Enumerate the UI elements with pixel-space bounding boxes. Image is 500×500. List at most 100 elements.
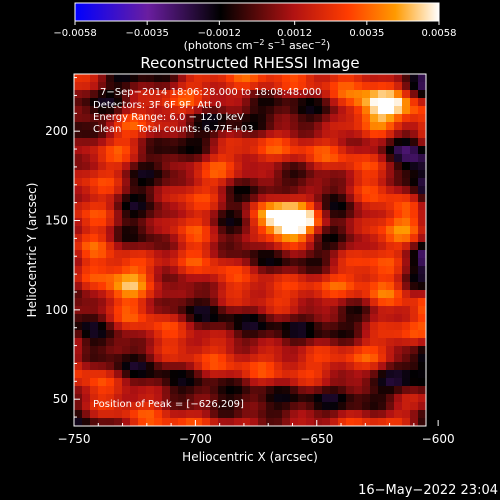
heatmap-pixel (114, 210, 123, 219)
heatmap-pixel (178, 370, 187, 379)
heatmap-pixel (218, 410, 227, 419)
heatmap-pixel (322, 266, 331, 275)
heatmap-pixel (258, 314, 267, 323)
heatmap-pixel (170, 114, 179, 123)
heatmap-pixel (234, 394, 243, 403)
heatmap-pixel (194, 178, 203, 187)
heatmap-pixel (234, 250, 243, 259)
heatmap-pixel (154, 370, 163, 379)
heatmap-pixel (250, 418, 259, 426)
heatmap-pixel (250, 282, 259, 291)
heatmap-pixel (258, 306, 267, 315)
heatmap-pixel (122, 410, 131, 419)
heatmap-pixel (290, 178, 299, 187)
heatmap-pixel (370, 194, 379, 203)
heatmap-pixel (354, 250, 363, 259)
heatmap-pixel (346, 154, 355, 163)
heatmap-pixel (306, 218, 315, 227)
heatmap-pixel (122, 386, 131, 395)
heatmap-pixel (370, 234, 379, 243)
heatmap-pixel (258, 186, 267, 195)
heatmap-pixel (370, 354, 379, 363)
heatmap-pixel (114, 138, 123, 147)
heatmap-pixel (82, 154, 91, 163)
heatmap-pixel (346, 266, 355, 275)
heatmap-pixel (418, 394, 426, 403)
heatmap-pixel (314, 362, 323, 371)
heatmap-pixel (106, 362, 115, 371)
heatmap-pixel (370, 242, 379, 251)
heatmap-pixel (266, 282, 275, 291)
heatmap-pixel (338, 410, 347, 419)
heatmap-pixel (90, 138, 99, 147)
heatmap-pixel (122, 178, 131, 187)
heatmap-pixel (322, 330, 331, 339)
heatmap-pixel (290, 314, 299, 323)
heatmap-pixel (202, 322, 211, 331)
heatmap-pixel (282, 418, 291, 426)
heatmap-pixel (362, 82, 371, 91)
heatmap-pixel (330, 394, 339, 403)
heatmap-pixel (162, 250, 171, 259)
heatmap-pixel (362, 114, 371, 123)
heatmap-pixel (194, 306, 203, 315)
heatmap-pixel (218, 282, 227, 291)
heatmap-pixel (274, 306, 283, 315)
heatmap-pixel (338, 314, 347, 323)
heatmap-pixel (314, 386, 323, 395)
heatmap-pixel (90, 378, 99, 387)
heatmap-pixel (418, 274, 426, 283)
heatmap-pixel (138, 218, 147, 227)
heatmap-pixel (282, 226, 291, 235)
heatmap-pixel (98, 114, 107, 123)
heatmap-pixel (154, 122, 163, 131)
heatmap-pixel (354, 258, 363, 267)
heatmap-pixel (314, 282, 323, 291)
heatmap-pixel (346, 202, 355, 211)
heatmap-pixel (322, 306, 331, 315)
heatmap-pixel (98, 410, 107, 419)
heatmap-pixel (234, 82, 243, 91)
heatmap-pixel (82, 282, 91, 291)
heatmap-pixel (322, 90, 331, 99)
heatmap-pixel (234, 378, 243, 387)
heatmap-pixel (202, 74, 211, 83)
heatmap-pixel (298, 226, 307, 235)
heatmap-pixel (242, 178, 251, 187)
heatmap-pixel (90, 258, 99, 267)
heatmap-pixel (210, 322, 219, 331)
heatmap-pixel (370, 178, 379, 187)
heatmap-pixel (314, 194, 323, 203)
heatmap-pixel (258, 394, 267, 403)
heatmap-pixel (306, 258, 315, 267)
heatmap-pixel (322, 394, 331, 403)
heatmap-pixel (418, 82, 426, 91)
heatmap-pixel (394, 130, 403, 139)
heatmap-pixel (258, 74, 267, 83)
heatmap-pixel (314, 130, 323, 139)
heatmap-pixel (322, 314, 331, 323)
heatmap-pixel (394, 194, 403, 203)
heatmap-pixel (386, 122, 395, 131)
heatmap-pixel (130, 274, 139, 283)
heatmap-pixel (234, 242, 243, 251)
heatmap-pixel (274, 418, 283, 426)
heatmap-pixel (418, 250, 426, 259)
heatmap-pixel (306, 346, 315, 355)
heatmap-pixel (226, 394, 235, 403)
heatmap-pixel (274, 210, 283, 219)
heatmap-pixel (306, 354, 315, 363)
heatmap-pixel (234, 314, 243, 323)
heatmap-pixel (114, 298, 123, 307)
heatmap-pixel (138, 346, 147, 355)
heatmap-pixel (130, 394, 139, 403)
heatmap-pixel (306, 90, 315, 99)
heatmap-pixel (114, 82, 123, 91)
heatmap-pixel (218, 202, 227, 211)
heatmap-pixel (322, 170, 331, 179)
heatmap-pixel (330, 282, 339, 291)
heatmap-pixel (178, 194, 187, 203)
heatmap-pixel (218, 362, 227, 371)
heatmap-pixel (394, 170, 403, 179)
heatmap-pixel (306, 410, 315, 419)
